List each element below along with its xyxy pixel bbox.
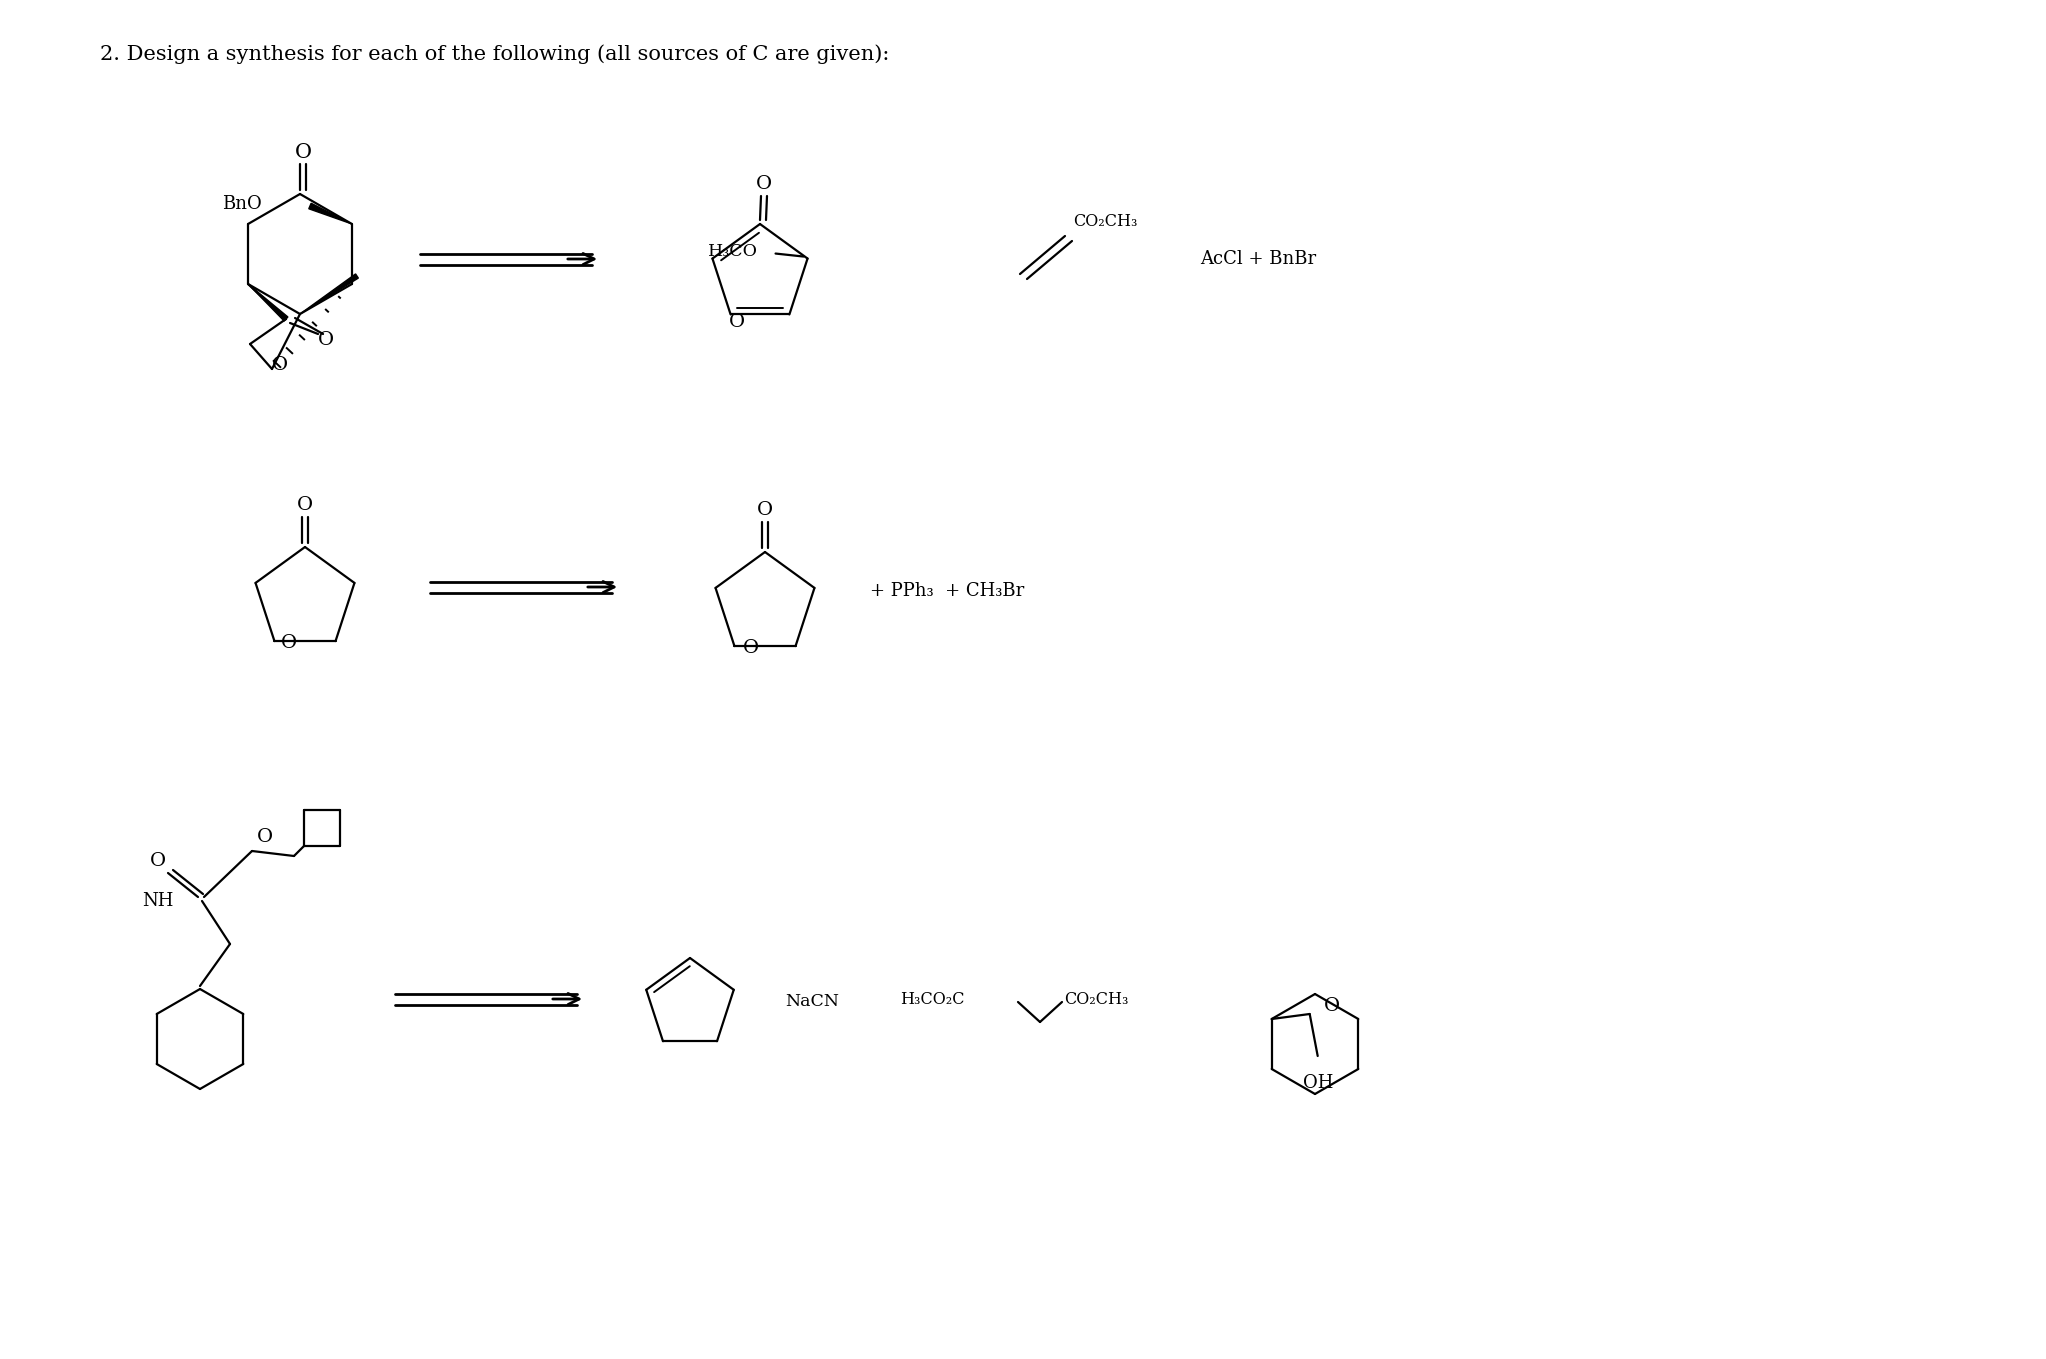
Polygon shape xyxy=(309,204,352,224)
Text: O: O xyxy=(757,501,773,519)
Text: O: O xyxy=(755,175,771,193)
Text: O: O xyxy=(272,356,288,374)
Text: 2. Design a synthesis for each of the following (all sources of C are given):: 2. Design a synthesis for each of the fo… xyxy=(100,43,890,64)
Text: H₃CO: H₃CO xyxy=(708,243,757,260)
Text: CO₂CH₃: CO₂CH₃ xyxy=(1072,213,1138,230)
Text: BnO: BnO xyxy=(223,194,262,213)
Polygon shape xyxy=(301,275,358,314)
Text: O: O xyxy=(728,314,745,332)
Text: NaCN: NaCN xyxy=(786,992,839,1010)
Text: NH: NH xyxy=(143,892,174,911)
Text: O: O xyxy=(297,496,313,514)
Text: O: O xyxy=(743,639,759,656)
Text: O: O xyxy=(280,635,297,652)
Text: CO₂CH₃: CO₂CH₃ xyxy=(1064,992,1129,1008)
Text: + PPh₃  + CH₃Br: + PPh₃ + CH₃Br xyxy=(870,582,1025,601)
Text: O: O xyxy=(1324,998,1340,1015)
Text: O: O xyxy=(149,852,166,870)
Polygon shape xyxy=(248,284,288,321)
Text: O: O xyxy=(295,143,311,162)
Text: O: O xyxy=(258,828,272,847)
Text: AcCl + BnBr: AcCl + BnBr xyxy=(1201,250,1316,268)
Text: H₃CO₂C: H₃CO₂C xyxy=(900,991,964,1007)
Text: OH: OH xyxy=(1303,1074,1332,1093)
Text: O: O xyxy=(317,332,333,349)
